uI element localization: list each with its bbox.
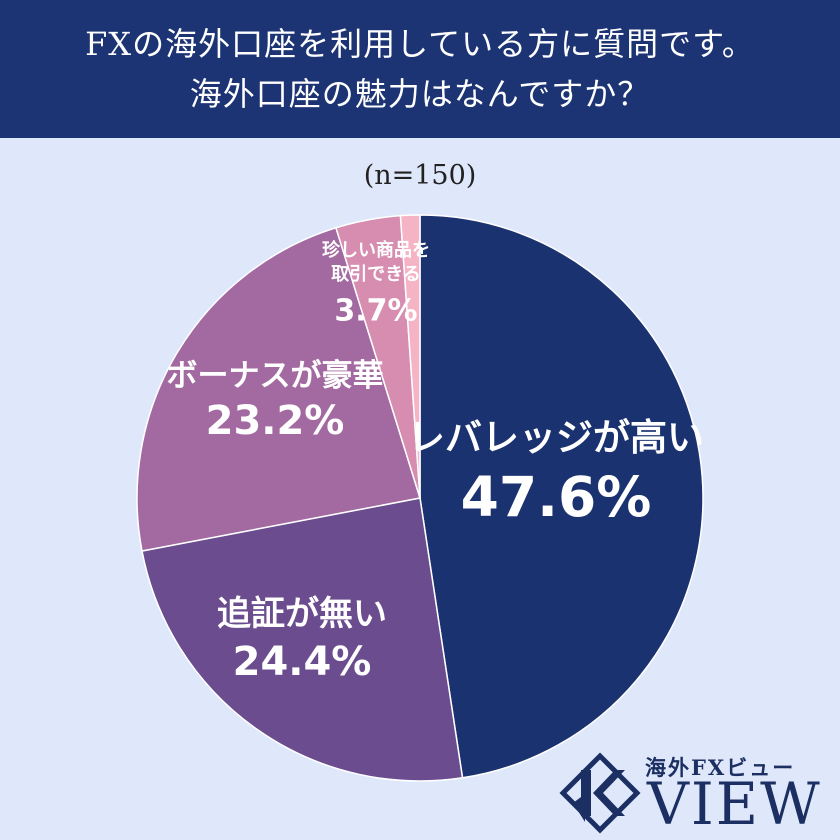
- header-question-line1: FXの海外口座を利用している方に質問です。: [85, 25, 755, 63]
- header-question-line2: 海外口座の魅力はなんですか？: [189, 75, 651, 113]
- pie-slice-2: [136, 226, 421, 552]
- slice-label-2-line-0: ボーナスが豪華: [167, 358, 384, 394]
- slice-label-1-line-0: 追証が無い: [217, 594, 387, 634]
- slice-label-3-line-0: 珍しい商品を: [322, 239, 430, 261]
- slice-label-0-line-0: レバレッジが高い: [408, 416, 704, 459]
- logo-subtitle: 海外FXビュー: [645, 755, 796, 780]
- k-emblem-icon: [559, 752, 641, 834]
- slice-percent-2: 23.2%: [206, 398, 345, 444]
- pie-slice-1: [141, 497, 464, 782]
- brand-logo: 海外FXビュー VIEW: [555, 748, 835, 838]
- header-banner: FXの海外口座を利用している方に質問です。 海外口座の魅力はなんですか？: [0, 0, 840, 138]
- pie-slice-4: [399, 214, 421, 499]
- sample-size-label: (n=150): [363, 160, 477, 191]
- pie-slice-0: [419, 214, 704, 779]
- slice-label-3-line-1: 取引できる: [331, 264, 421, 285]
- slice-percent-3: 3.7%: [334, 294, 417, 329]
- logo-name: VIEW: [647, 770, 822, 838]
- slice-percent-1: 24.4%: [233, 639, 372, 685]
- slice-percent-0: 47.6%: [461, 465, 652, 529]
